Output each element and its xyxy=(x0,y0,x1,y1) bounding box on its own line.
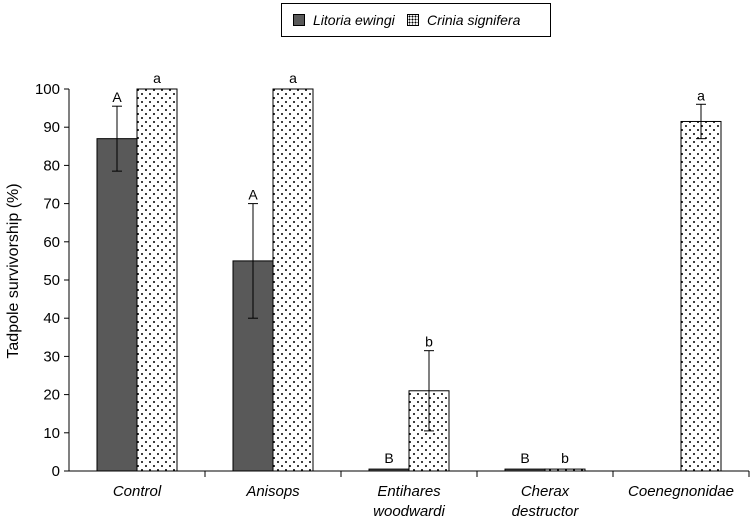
y-tick-label: 60 xyxy=(43,234,60,251)
data-label: A xyxy=(248,187,258,203)
data-label: b xyxy=(425,334,433,350)
legend-item-litoria: Litoria ewingi xyxy=(293,4,395,36)
legend-item-crinia: Crinia signifera xyxy=(407,4,520,36)
legend-label-crinia: Crinia signifera xyxy=(427,12,521,28)
data-label: b xyxy=(561,450,569,466)
legend-swatch-dotted xyxy=(407,14,419,26)
data-label: B xyxy=(520,450,529,466)
legend: Litoria ewingi Crinia signifera xyxy=(281,3,551,37)
bar xyxy=(368,468,410,472)
y-tick-label: 80 xyxy=(43,157,60,174)
y-tick-label: 30 xyxy=(43,348,60,365)
data-label: a xyxy=(153,70,161,86)
bar xyxy=(680,120,722,472)
data-label: a xyxy=(697,87,705,103)
x-category-label: Cherax destructor xyxy=(512,483,580,519)
y-tick-label: 10 xyxy=(43,425,60,442)
bar xyxy=(544,468,586,472)
y-tick-label: 0 xyxy=(52,463,60,480)
x-category-label: Entihares woodwardi xyxy=(373,483,445,519)
x-category-label: Anisops xyxy=(245,483,300,500)
bar xyxy=(96,138,138,472)
y-tick-label: 100 xyxy=(35,81,60,98)
y-tick-label: 90 xyxy=(43,119,60,136)
y-tick-label: 70 xyxy=(43,196,60,213)
y-tick-label: 20 xyxy=(43,387,60,404)
x-category-label: Control xyxy=(113,483,162,500)
data-label: B xyxy=(384,450,393,466)
bar xyxy=(504,468,546,472)
legend-swatch-solid xyxy=(293,14,305,26)
bar xyxy=(272,88,314,472)
bar xyxy=(136,88,178,472)
data-label: A xyxy=(112,89,122,105)
legend-label-litoria: Litoria ewingi xyxy=(313,12,395,28)
y-tick-label: 40 xyxy=(43,310,60,327)
data-label: a xyxy=(289,70,297,86)
y-tick-label: 50 xyxy=(43,272,60,289)
x-category-label: Coenegnonidae xyxy=(628,483,734,500)
